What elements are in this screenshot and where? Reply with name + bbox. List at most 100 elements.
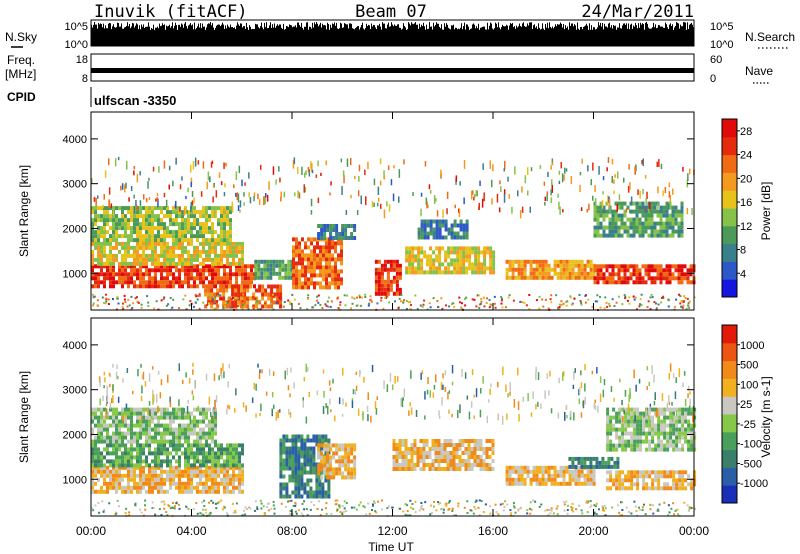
data-cell xyxy=(205,276,208,281)
data-cell xyxy=(124,443,127,448)
data-cell xyxy=(367,304,370,307)
data-cell xyxy=(100,268,103,273)
data-cell xyxy=(494,306,497,309)
data-cell xyxy=(204,292,208,297)
nsky-bar xyxy=(655,24,656,46)
data-cell xyxy=(680,225,684,230)
data-cell xyxy=(475,190,478,197)
data-cell xyxy=(157,238,160,243)
data-cell xyxy=(196,298,199,301)
data-cell xyxy=(614,174,616,178)
data-cell xyxy=(556,275,560,280)
data-cell xyxy=(435,219,439,224)
data-cell xyxy=(208,238,211,243)
data-cell xyxy=(556,473,560,478)
data-cell xyxy=(297,474,301,479)
data-cell xyxy=(279,490,283,495)
data-cell xyxy=(344,451,348,456)
data-cell xyxy=(257,263,261,268)
data-cell xyxy=(477,254,481,259)
data-cell xyxy=(214,230,217,235)
data-cell xyxy=(312,494,316,499)
data-cell xyxy=(328,296,331,299)
data-cell xyxy=(157,214,160,219)
data-cell xyxy=(181,234,184,239)
data-cell xyxy=(452,302,455,305)
data-cell xyxy=(638,221,642,226)
data-cell xyxy=(121,245,124,250)
data-cell xyxy=(428,467,432,471)
data-cell xyxy=(103,415,106,420)
data-cell xyxy=(139,427,142,432)
data-cell xyxy=(410,303,412,306)
nsky-bar xyxy=(626,23,627,46)
data-cell xyxy=(292,261,295,266)
data-cell xyxy=(392,447,396,451)
data-cell xyxy=(677,213,681,218)
data-cell xyxy=(291,458,295,463)
data-cell xyxy=(121,253,124,258)
data-cell xyxy=(668,276,672,281)
data-cell xyxy=(229,489,232,494)
data-cell xyxy=(605,209,609,214)
data-cell xyxy=(112,261,115,266)
data-cell xyxy=(190,226,193,231)
nsky-bar xyxy=(179,24,180,46)
data-cell xyxy=(447,266,451,271)
nsky-bar xyxy=(455,27,456,46)
data-cell xyxy=(456,254,460,259)
data-cell xyxy=(295,261,298,266)
data-cell xyxy=(431,447,435,451)
data-cell xyxy=(341,455,345,460)
data-cell xyxy=(257,193,259,200)
data-cell xyxy=(298,257,301,262)
data-cell xyxy=(91,427,94,432)
nsky-bar xyxy=(260,26,261,46)
data-cell xyxy=(211,419,214,424)
data-cell xyxy=(647,272,651,277)
data-cell xyxy=(446,455,450,459)
data-cell xyxy=(550,165,552,170)
nsky-bar xyxy=(198,23,199,46)
data-cell xyxy=(91,485,94,490)
data-cell xyxy=(148,481,151,486)
data-cell xyxy=(535,465,539,470)
data-cell xyxy=(121,276,124,281)
data-cell xyxy=(163,261,166,266)
nsky-bar xyxy=(631,23,632,46)
data-cell xyxy=(310,241,313,246)
data-cell xyxy=(187,264,190,269)
data-cell xyxy=(571,477,575,482)
data-cell xyxy=(97,439,100,444)
data-cell xyxy=(303,458,307,463)
data-cell xyxy=(160,234,163,239)
data-cell xyxy=(556,481,560,486)
data-cell xyxy=(91,473,94,478)
nsky-bar xyxy=(284,29,285,46)
data-cell xyxy=(130,459,133,464)
data-cell xyxy=(148,284,151,289)
data-cell xyxy=(157,261,160,266)
data-cell xyxy=(112,473,115,478)
data-cell xyxy=(122,308,125,310)
data-cell xyxy=(172,222,175,227)
data-cell xyxy=(214,264,217,269)
data-cell xyxy=(608,221,612,226)
nsky-bar xyxy=(353,28,354,46)
data-cell xyxy=(235,455,238,460)
data-cell xyxy=(220,241,223,246)
data-cell xyxy=(106,261,109,266)
data-cell xyxy=(94,459,97,464)
data-cell xyxy=(404,447,408,451)
data-cell xyxy=(395,287,399,292)
data-cell xyxy=(557,193,559,198)
nsky-bar xyxy=(514,26,515,46)
data-cell xyxy=(115,257,118,262)
data-cell xyxy=(151,439,154,444)
data-cell xyxy=(196,210,199,215)
data-cell xyxy=(284,271,288,276)
data-cell xyxy=(398,271,402,276)
nsky-bar xyxy=(108,23,109,46)
data-cell xyxy=(301,265,304,270)
data-cell xyxy=(130,489,133,494)
